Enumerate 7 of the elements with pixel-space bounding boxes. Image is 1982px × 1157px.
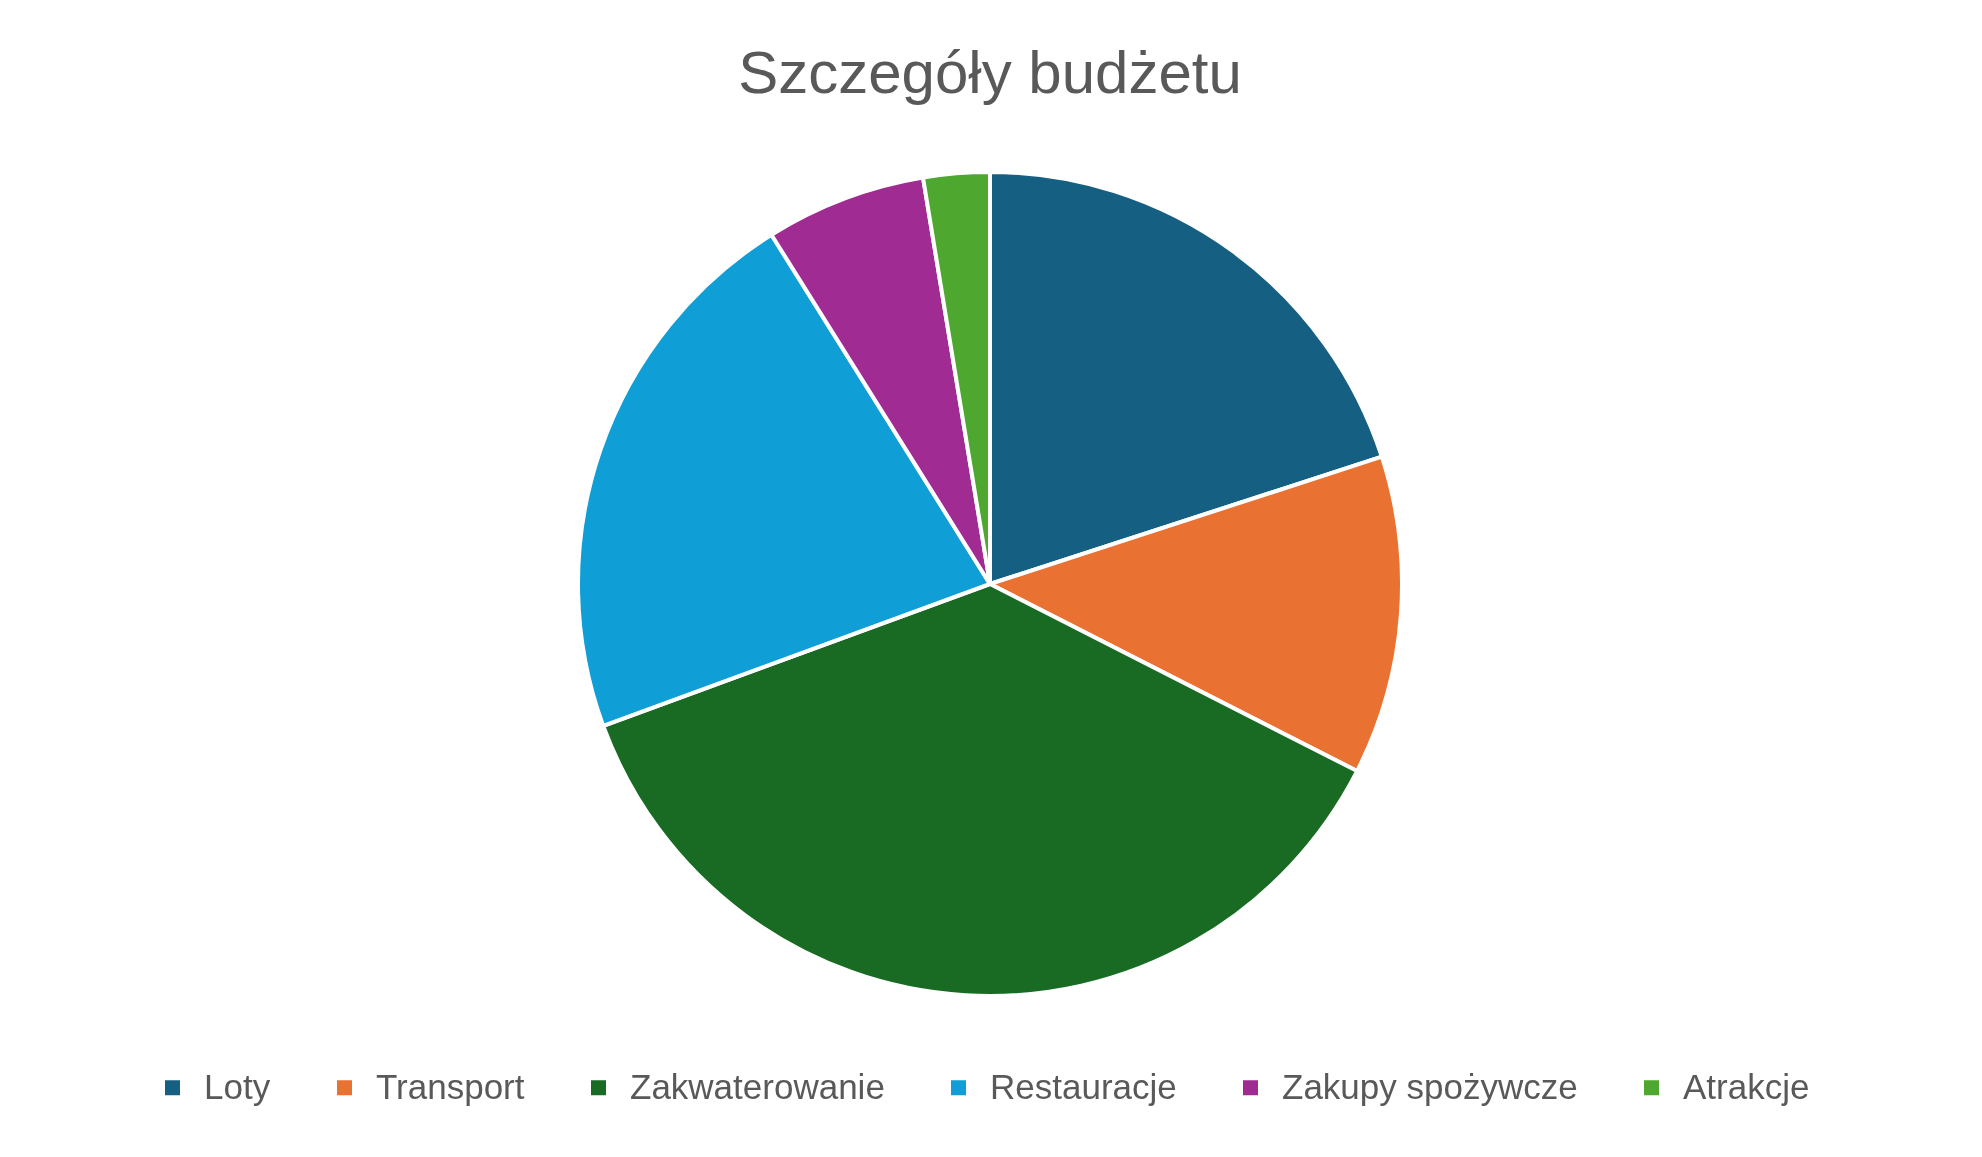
legend-label: Loty <box>204 1066 271 1106</box>
legend-label: Atrakcje <box>1683 1066 1810 1106</box>
legend-label: Zakupy spożywcze <box>1282 1066 1578 1106</box>
chart-title: Szczegóły budżetu <box>738 39 1242 106</box>
legend-label: Transport <box>376 1066 525 1106</box>
legend-label: Zakwaterowanie <box>630 1066 885 1106</box>
legend-label: Restauracje <box>990 1066 1177 1106</box>
